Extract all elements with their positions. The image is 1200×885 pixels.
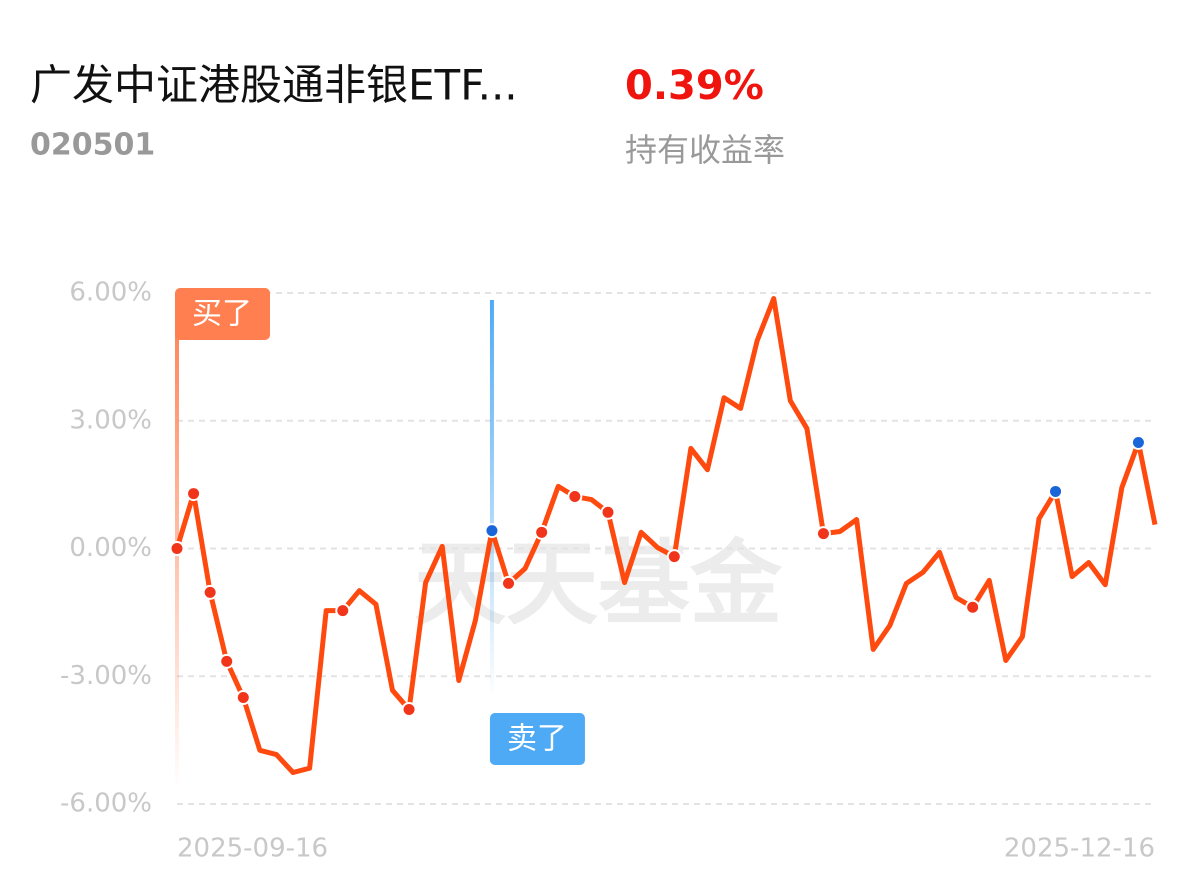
point-marker [965, 599, 981, 615]
point-marker [1130, 434, 1146, 450]
y-tick-label: 3.00% [69, 405, 152, 435]
point-marker [202, 584, 218, 600]
y-tick-label: 6.00% [69, 278, 152, 308]
annotation-label: 卖了 [507, 722, 567, 757]
return-value: 0.39% [625, 63, 764, 109]
y-tick-label: -3.00% [60, 661, 152, 691]
point-marker [567, 489, 583, 505]
annotation-box [175, 288, 270, 340]
point-marker [534, 524, 550, 540]
point-marker [484, 523, 500, 539]
fund-code: 020501 [30, 128, 155, 163]
point-marker [815, 526, 831, 542]
x-tick-label: 2025-09-16 [177, 834, 328, 864]
x-tick-label: 2025-12-16 [1004, 834, 1155, 864]
point-marker [235, 690, 251, 706]
point-marker [600, 504, 616, 520]
y-tick-label: -6.00% [60, 789, 152, 819]
point-marker [169, 541, 185, 556]
y-tick-label: 0.00% [69, 533, 152, 563]
point-marker [401, 701, 417, 717]
annotation-box [489, 713, 585, 765]
point-marker [666, 549, 682, 565]
point-marker [501, 575, 517, 591]
point-marker [1048, 483, 1064, 499]
annotation-label: 买了 [192, 297, 252, 332]
annotation-line [489, 300, 494, 700]
fund-title: 广发中证港股通非银ETF... [30, 61, 518, 110]
point-marker [219, 653, 235, 669]
point-marker [186, 486, 202, 502]
return-label: 持有收益率 [625, 131, 785, 169]
point-marker [335, 603, 351, 619]
watermark: 天天基金 [414, 530, 783, 638]
